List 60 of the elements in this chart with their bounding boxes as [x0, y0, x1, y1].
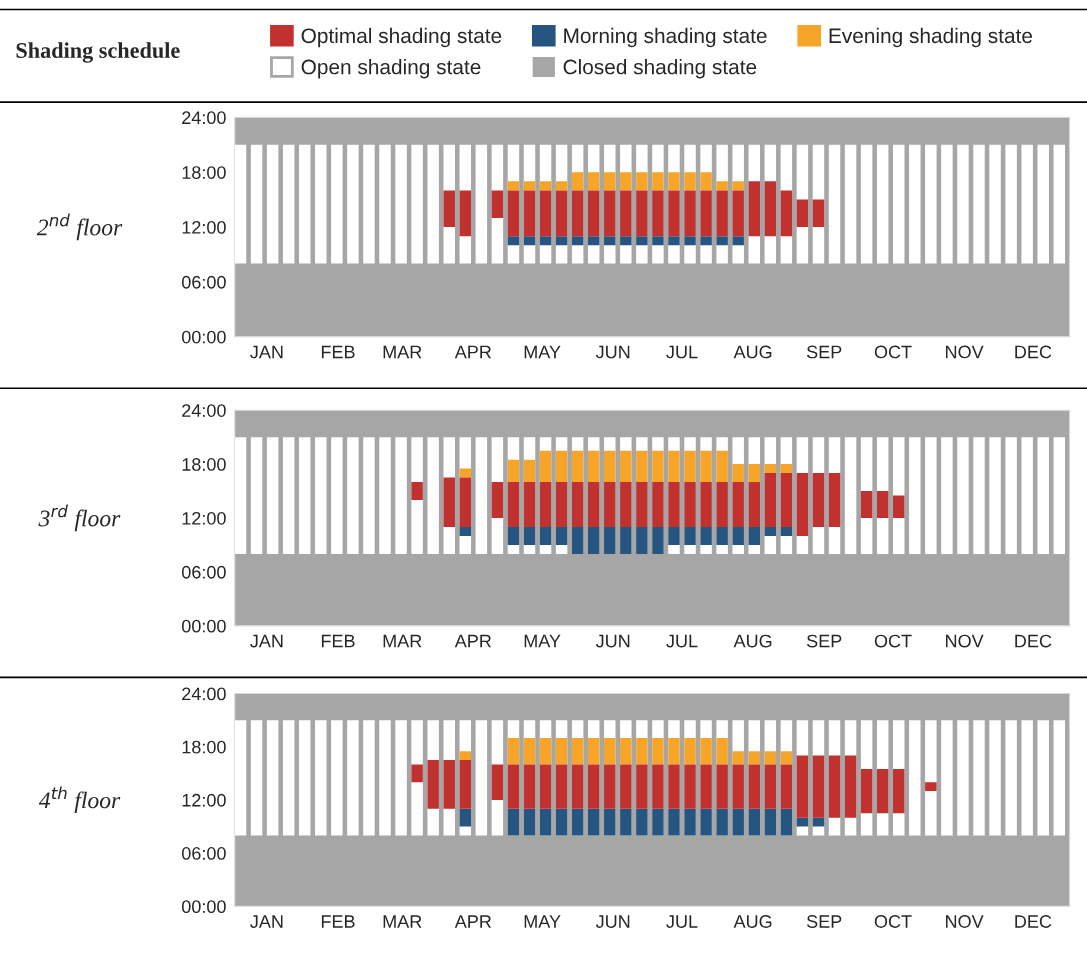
x-tick-label: MAY: [524, 634, 561, 648]
x-tick-label: MAR: [383, 634, 422, 648]
x-tick-label: NOV: [946, 345, 984, 359]
y-tick-label: 18:00: [182, 166, 226, 179]
x-tick-label: JUN: [595, 634, 630, 648]
x-tick-label: NOV: [946, 634, 984, 648]
x-tick-label: JUL: [666, 345, 698, 359]
y-tick-label: 24:00: [182, 404, 226, 417]
x-tick-label: JAN: [250, 634, 283, 648]
x-tick-label: APR: [454, 915, 492, 928]
y-tick-label: 06:00: [181, 275, 226, 289]
y-tick-label: 12:00: [182, 793, 226, 807]
y-tick-label: 18:00: [182, 458, 226, 471]
legend-label: Evening shading state: [829, 27, 1033, 48]
y-tick-label: 24:00: [182, 687, 226, 701]
legend-label: Morning shading state: [564, 27, 767, 48]
y-tick-label: 06:00: [181, 847, 226, 860]
x-tick-label: OCT: [874, 634, 912, 648]
y-axis-title: 4$^{th}$ floor: [38, 786, 121, 814]
x-tick-label: JUN: [595, 345, 630, 359]
x-tick-label: JAN: [250, 345, 283, 359]
y-tick-label: 12:00: [182, 511, 226, 525]
x-tick-label: MAR: [383, 345, 422, 359]
y-axis-title: 3$^{rd}$ floor: [38, 504, 121, 532]
x-tick-label: SEP: [806, 634, 842, 648]
x-tick-label: DEC: [1015, 345, 1052, 359]
x-tick-label: JUN: [595, 915, 630, 928]
y-tick-label: 18:00: [182, 740, 226, 754]
legend-label: Optimal shading state: [301, 27, 502, 48]
x-tick-label: DEC: [1015, 634, 1052, 648]
y-tick-label: 12:00: [182, 220, 226, 234]
x-tick-label: MAY: [524, 915, 561, 928]
x-tick-label: OCT: [874, 915, 912, 928]
x-tick-label: SEP: [806, 915, 842, 928]
y-tick-label: 24:00: [182, 111, 226, 125]
x-tick-label: AUG: [733, 915, 772, 928]
chart-title: Shading schedule: [16, 42, 180, 63]
x-tick-label: JUL: [666, 915, 698, 928]
x-tick-label: APR: [454, 634, 492, 648]
x-tick-label: JUL: [666, 634, 698, 648]
x-tick-label: SEP: [806, 345, 842, 359]
x-tick-label: DEC: [1015, 915, 1052, 928]
y-tick-label: 00:00: [181, 900, 226, 914]
x-tick-label: APR: [454, 345, 492, 359]
x-tick-label: MAR: [383, 915, 422, 928]
legend-label: Closed shading state: [563, 59, 757, 79]
x-tick-label: FEB: [321, 345, 355, 359]
x-tick-label: AUG: [733, 634, 772, 648]
x-tick-label: FEB: [321, 634, 355, 648]
x-tick-label: MAY: [524, 345, 561, 359]
y-tick-label: 06:00: [181, 565, 226, 579]
y-tick-label: 00:00: [181, 330, 226, 344]
x-tick-label: NOV: [946, 915, 984, 928]
y-axis-title: 2$^{nd}$ floor: [36, 213, 123, 241]
legend-label: Open shading state: [301, 59, 481, 79]
y-tick-label: 00:00: [181, 619, 226, 633]
x-tick-label: OCT: [874, 345, 912, 359]
x-tick-label: JAN: [250, 915, 283, 928]
x-tick-label: AUG: [733, 345, 772, 359]
x-tick-label: FEB: [321, 915, 355, 928]
